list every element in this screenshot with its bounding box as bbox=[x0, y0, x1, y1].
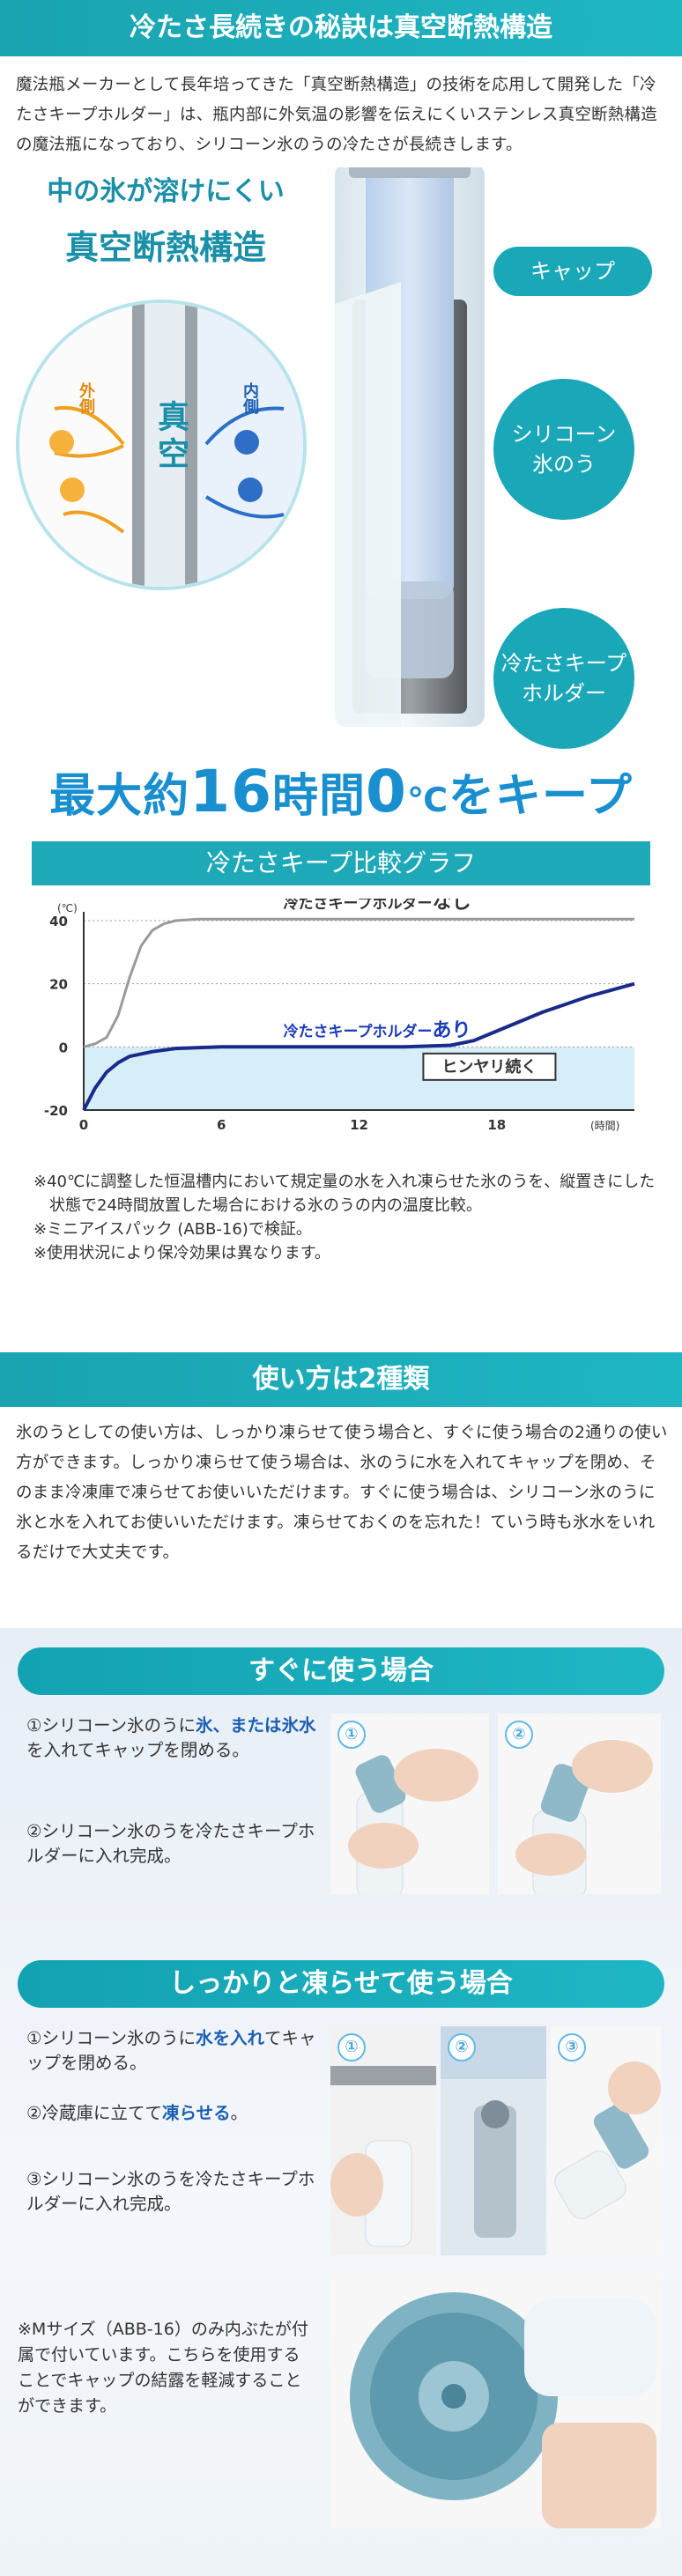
callout-holder: 冷たさキープ ホルダー bbox=[493, 608, 634, 749]
inner-lid-photo-icon bbox=[330, 2273, 661, 2528]
chart-y-tick-label: 40 bbox=[49, 914, 68, 929]
vacuum-label: 真空 bbox=[152, 400, 189, 474]
frozen-use-title: しっかりと凍らせて使う場合 bbox=[18, 1960, 664, 2008]
section-title-secret: 冷たさ長続きの秘訣は真空断熱構造 bbox=[0, 0, 682, 56]
frozen-step-3: ③シリコーン氷のうを冷たさキープホルダーに入れ完成。 bbox=[26, 2169, 315, 2214]
chart-x-tick-label: 0 bbox=[79, 1117, 88, 1133]
callout-cap: キャップ bbox=[493, 247, 652, 296]
bottle-front-sleeve bbox=[335, 282, 401, 727]
photo-number-3: ③ bbox=[558, 2033, 586, 2062]
chart-series-without-line bbox=[83, 917, 634, 1048]
quick-step-2: ②シリコーン氷のうを冷たさキープホルダーに入れ完成。 bbox=[26, 1821, 315, 1866]
graph-title: 冷たさキープ比較グラフ bbox=[32, 841, 650, 885]
photo-number-2: ② bbox=[448, 2033, 476, 2062]
chart-y-tick-label: -20 bbox=[44, 1103, 68, 1119]
note-3: ※使用状況により保冷効果は異なります。 bbox=[33, 1244, 330, 1262]
photo-number-2: ② bbox=[505, 1721, 533, 1749]
chart-label-with: 冷たさキープホルダーあり bbox=[284, 1019, 471, 1041]
chart-label-without-b: なし bbox=[433, 899, 471, 914]
photo-number-1: ① bbox=[337, 2033, 366, 2062]
section-title-usage: 使い方は2種類 bbox=[0, 1352, 682, 1407]
frozen-photo-3: ③ bbox=[551, 2026, 661, 2255]
quick-photo-2: ② bbox=[498, 1714, 661, 1894]
quick-step-1: ①シリコーン氷のうに氷、または氷水を入れてキャップを閉める。 bbox=[26, 1715, 316, 1760]
note-1: ※40℃に調整した恒温槽内において規定量の水を入れ凍らせた氷のうを、縦置きにした… bbox=[33, 1173, 656, 1215]
m-size-note: ※Mサイズ（ABB-16）のみ内ぶたが付属で付いています。こちらを使用することで… bbox=[18, 2320, 308, 2416]
inner-label: 内側 bbox=[241, 382, 259, 414]
chart-x-unit: (時間) bbox=[590, 1120, 619, 1132]
usage-description: 氷のうとしての使い方は、しっかり凍らせて使う場合と、すぐに使う場合の2通りの使い… bbox=[16, 1424, 668, 1562]
outer-label: 外側 bbox=[77, 382, 95, 414]
insulation-circle: 外側 真空 内側 bbox=[16, 300, 307, 590]
chart-y-tick-label: 0 bbox=[59, 1040, 68, 1055]
quick-photo-1: ① bbox=[330, 1714, 489, 1894]
photo-number-1: ① bbox=[337, 1721, 366, 1749]
chart-x-tick-label: 18 bbox=[487, 1117, 506, 1133]
frozen-photo-2: ② bbox=[441, 2026, 546, 2255]
headline-16-hours: 最大約16時間0℃をキープ bbox=[49, 758, 633, 825]
vacuum-structure-illustration: 外側 真空 内側 中の氷が溶けにくい 真空断熱構造 キャップ シリコーン 氷のう… bbox=[0, 99, 682, 749]
chart-label-with-b: あり bbox=[433, 1019, 471, 1041]
diagram-heading-line1: 中の氷が溶けにくい bbox=[40, 167, 292, 210]
chart-y-tick-label: 20 bbox=[49, 977, 68, 993]
note-2: ※ミニアイスパック (ABB-16)で検証。 bbox=[33, 1220, 312, 1239]
inner-lid-photo bbox=[330, 2273, 661, 2528]
chart-label-without-a: 冷たさキープホルダー bbox=[284, 899, 433, 913]
faucet-photo-icon bbox=[330, 2026, 436, 2255]
insulation-diagram-svg bbox=[19, 303, 303, 587]
chart-badge-text: ヒンヤリ続く bbox=[441, 1057, 537, 1077]
chart-badge-box bbox=[422, 1052, 557, 1081]
freezer-photo-icon bbox=[441, 2026, 546, 2255]
diagram-heading: 中の氷が溶けにくい 真空断熱構造 bbox=[25, 167, 307, 269]
graph-notes: ※40℃に調整した恒温槽内において規定量の水を入れ凍らせた氷のうを、縦置きにした… bbox=[33, 1170, 668, 1265]
callout-silicone-pack: シリコーン 氷のう bbox=[493, 379, 634, 520]
secret-description: 魔法瓶メーカーとして長年培ってきた「真空断熱構造」の技術を応用して開発した「冷た… bbox=[16, 76, 657, 154]
chart-x-tick-label: 12 bbox=[350, 1117, 368, 1133]
frozen-photo-1: ① bbox=[330, 2026, 436, 2255]
chart-x-tick-label: 6 bbox=[217, 1117, 226, 1133]
chart-label-with-a: 冷たさキープホルダー bbox=[284, 1022, 433, 1040]
frozen-step-1: ①シリコーン氷のうに水を入れてキャップを閉める。 bbox=[26, 2028, 316, 2073]
hand-bottle-photo-icon bbox=[551, 2026, 661, 2255]
chart-series-with-line bbox=[82, 981, 635, 1111]
diagram-heading-line2: 真空断熱構造 bbox=[64, 228, 266, 267]
chart-label-without: 冷たさキープホルダーなし bbox=[284, 899, 471, 914]
frozen-step-2: ②冷蔵庫に立てて凍らせる。 bbox=[26, 2103, 248, 2123]
quick-use-title: すぐに使う場合 bbox=[18, 1647, 664, 1695]
chart-y-unit: (℃) bbox=[57, 902, 78, 914]
